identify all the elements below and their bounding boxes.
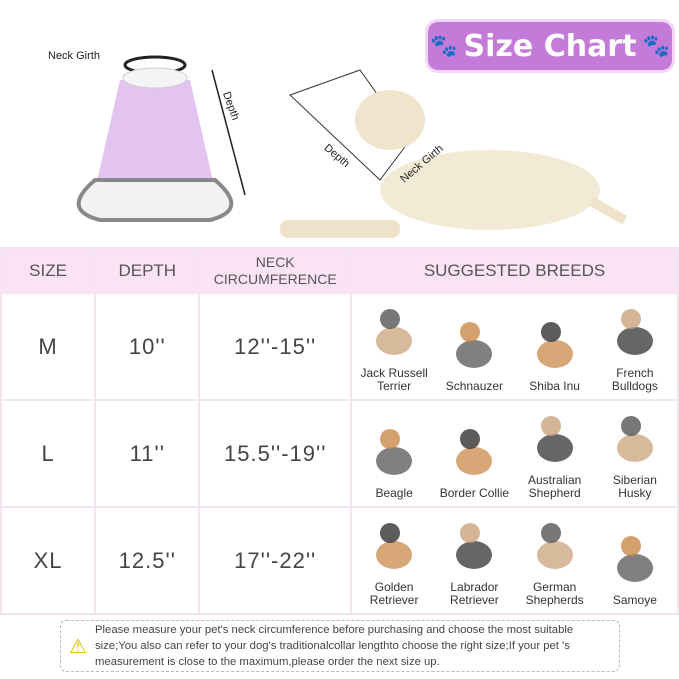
table-row: L 11'' 15.5''-19'' Beagle Border Collie …	[0, 399, 679, 508]
breed-item: Schnauzer	[434, 314, 514, 393]
size-cell: L	[0, 399, 97, 508]
breeds-cell: Golden Retriever Labrador Retriever Germ…	[350, 506, 679, 615]
col-size: SIZE	[0, 247, 97, 294]
dog-image	[376, 308, 413, 355]
depth-cell: 11''	[94, 399, 201, 508]
dog-image	[456, 522, 493, 569]
dog-image	[616, 535, 653, 582]
size-cell: M	[0, 292, 97, 401]
size-cell: XL	[0, 506, 97, 615]
depth-cell: 12.5''	[94, 506, 201, 615]
breeds-cell: Jack Russell Terrier Schnauzer Shiba Inu…	[350, 292, 679, 401]
breed-name: Labrador Retriever	[450, 579, 499, 607]
breed-name: Siberian Husky	[612, 472, 657, 500]
hero-area: Neck Girth Depth Depth Neck Girth 🐾 Size…	[0, 0, 679, 247]
dog-image	[536, 522, 573, 569]
neck-cell: 12''-15''	[198, 292, 352, 401]
breed-item: Golden Retriever	[354, 515, 434, 607]
breed-name: Schnauzer	[445, 378, 504, 393]
breed-name: Golden Retriever	[369, 579, 419, 607]
breeds-cell: Beagle Border Collie Australian Shepherd…	[350, 399, 679, 508]
breed-name: Jack Russell Terrier	[360, 365, 428, 393]
table-row: XL 12.5'' 17''-22'' Golden Retriever Lab…	[0, 506, 679, 615]
size-chart-badge: 🐾 Size Chart 🐾	[428, 22, 672, 70]
breed-item: Beagle	[354, 421, 434, 500]
breed-item: French Bulldogs	[595, 301, 675, 393]
paw-icon: 🐾	[430, 33, 458, 59]
table-row: M 10'' 12''-15'' Jack Russell Terrier Sc…	[0, 292, 679, 401]
breed-name: Samoye	[612, 592, 657, 607]
neck-cell: 15.5''-19''	[198, 399, 352, 508]
dog-image	[616, 415, 653, 462]
dog-photo	[280, 69, 628, 238]
breed-item: Border Collie	[434, 421, 514, 500]
breed-name: French Bulldogs	[611, 365, 658, 393]
note-text: Please measure your pet's neck circumfer…	[95, 624, 574, 668]
warning-icon: ⚠	[69, 635, 87, 658]
title: Size Chart	[463, 28, 637, 64]
neck-cell: 17''-22''	[198, 506, 352, 615]
size-table: SIZE DEPTH NECK CIRCUMFERENCE SUGGESTED …	[0, 247, 679, 615]
dog-image	[376, 522, 413, 569]
col-breeds: SUGGESTED BREEDS	[350, 247, 679, 294]
paw-icon: 🐾	[642, 33, 670, 59]
dog-image	[456, 321, 493, 368]
breed-name: Beagle	[375, 485, 413, 500]
breed-item: German Shepherds	[515, 515, 595, 607]
dog-image	[456, 428, 493, 475]
breed-name: German Shepherds	[525, 579, 584, 607]
depth-cell: 10''	[94, 292, 201, 401]
breed-name: Border Collie	[439, 485, 510, 500]
neck-girth-label: Neck Girth	[48, 50, 100, 62]
dog-image	[616, 308, 653, 355]
table-header: SIZE DEPTH NECK CIRCUMFERENCE SUGGESTED …	[0, 247, 679, 294]
col-depth: DEPTH	[94, 247, 201, 294]
dog-image	[536, 415, 573, 462]
measurement-note: ⚠ Please measure your pet's neck circumf…	[60, 620, 620, 672]
breed-item: Labrador Retriever	[434, 515, 514, 607]
dog-image	[376, 428, 413, 475]
breed-item: Shiba Inu	[515, 314, 595, 393]
breed-name: Australian Shepherd	[527, 472, 582, 500]
breed-item: Samoye	[595, 528, 675, 607]
dog-image	[536, 321, 573, 368]
breed-item: Siberian Husky	[595, 408, 675, 500]
breed-item: Jack Russell Terrier	[354, 301, 434, 393]
breed-name: Shiba Inu	[529, 378, 580, 393]
breed-item: Australian Shepherd	[515, 408, 595, 500]
col-neck: NECK CIRCUMFERENCE	[198, 247, 352, 294]
cone-collar-illustration	[76, 55, 246, 222]
